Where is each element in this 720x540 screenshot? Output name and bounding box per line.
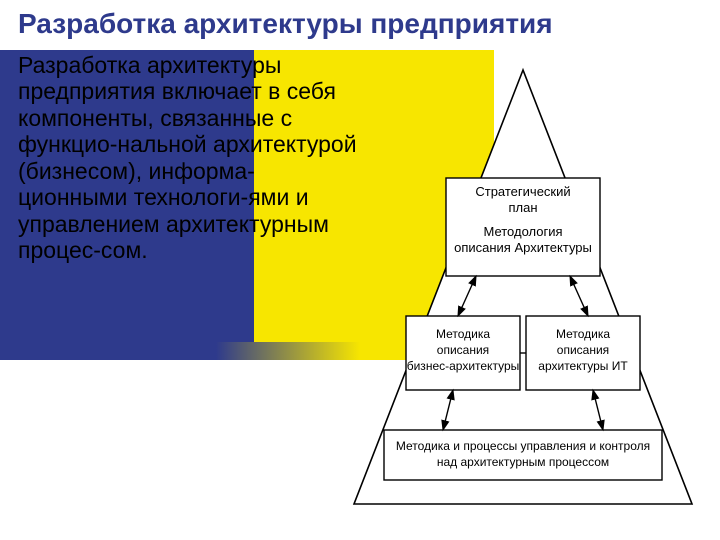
- mid-right-3: архитектуры ИТ: [538, 359, 628, 373]
- mid-right-1: Методика: [556, 327, 610, 341]
- mid-left-3: бизнес-архитектуры: [407, 359, 520, 373]
- mid-left-1: Методика: [436, 327, 490, 341]
- top-label-1: Стратегический: [475, 184, 570, 199]
- top-label-4: описания Архитектуры: [454, 240, 592, 255]
- pyramid-svg: Стратегический план Методология описания…: [348, 64, 698, 514]
- pyramid-diagram: Стратегический план Методология описания…: [348, 64, 698, 514]
- bg-gradient-strip: [0, 342, 360, 360]
- bottom-label-2: над архитектурным процессом: [437, 455, 609, 469]
- slide-title: Разработка архитектуры предприятия: [18, 8, 710, 40]
- mid-right-2: описания: [557, 343, 609, 357]
- top-label-3: Методология: [483, 224, 562, 239]
- body-paragraph: Разработка архитектуры предприятия включ…: [18, 52, 358, 264]
- slide: Разработка архитектуры предприятия Разра…: [0, 0, 720, 540]
- top-label-2: план: [508, 200, 537, 215]
- bottom-label-1: Методика и процессы управления и контрол…: [396, 439, 650, 453]
- mid-left-2: описания: [437, 343, 489, 357]
